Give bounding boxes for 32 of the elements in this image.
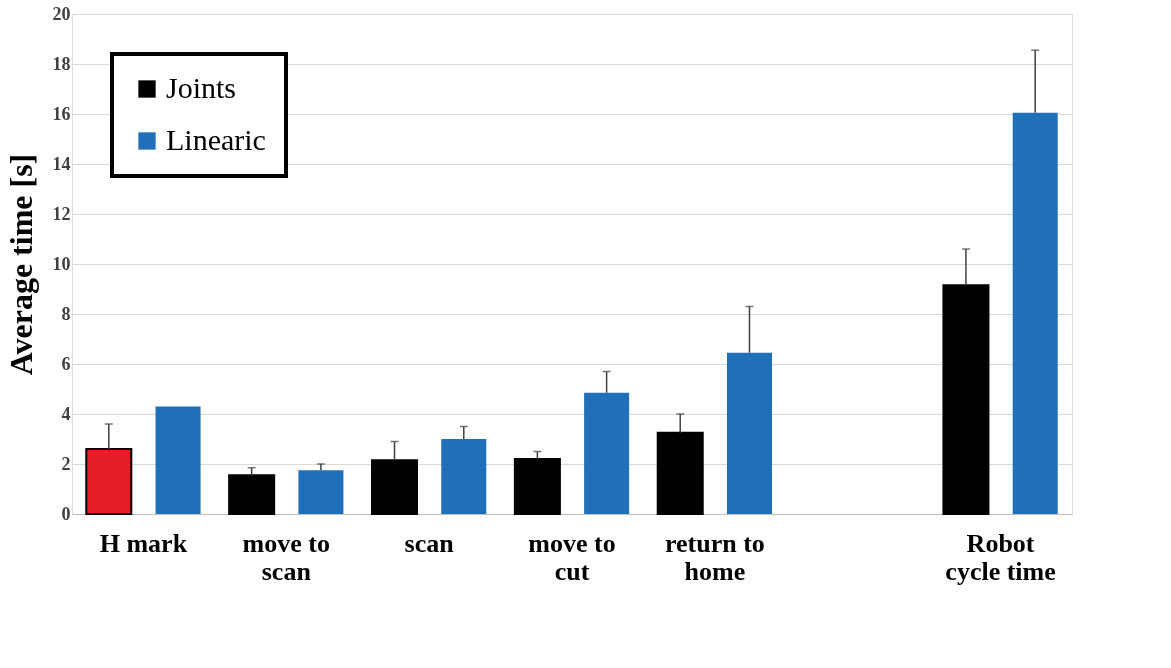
x-tick-label: H mark bbox=[99, 528, 188, 558]
y-tick-label: 12 bbox=[52, 203, 71, 224]
y-tick-label: 2 bbox=[61, 453, 71, 474]
bar bbox=[155, 406, 201, 514]
legend-label: Linearic bbox=[166, 123, 266, 156]
legend-label: Joints bbox=[166, 71, 237, 104]
bar bbox=[441, 439, 487, 514]
y-tick-label: 8 bbox=[61, 303, 71, 324]
y-tick-label: 0 bbox=[61, 503, 71, 524]
bar bbox=[85, 448, 133, 515]
y-tick-label: 14 bbox=[52, 153, 71, 174]
y-tick-label: 18 bbox=[52, 53, 71, 74]
bar bbox=[726, 352, 772, 514]
x-tick-label: Robot cycle time bbox=[945, 528, 1056, 586]
bar bbox=[298, 470, 344, 514]
bar bbox=[228, 474, 276, 515]
bar bbox=[584, 392, 630, 514]
x-tick-label: scan bbox=[404, 528, 455, 558]
bar bbox=[942, 284, 990, 515]
bar bbox=[656, 431, 704, 515]
bar bbox=[513, 458, 561, 515]
x-tick-label: move to cut bbox=[528, 528, 616, 586]
y-axis-title: Average time [s] bbox=[2, 153, 39, 376]
bar bbox=[371, 459, 419, 515]
x-tick-label: move to scan bbox=[242, 528, 330, 586]
y-tick-label: 4 bbox=[61, 403, 71, 424]
bar bbox=[1012, 112, 1058, 514]
y-tick-label: 6 bbox=[61, 353, 71, 374]
x-tick-label: return to home bbox=[664, 528, 765, 586]
y-tick-label: 10 bbox=[52, 253, 71, 274]
y-tick-label: 16 bbox=[52, 103, 71, 124]
y-tick-label: 20 bbox=[52, 3, 71, 24]
